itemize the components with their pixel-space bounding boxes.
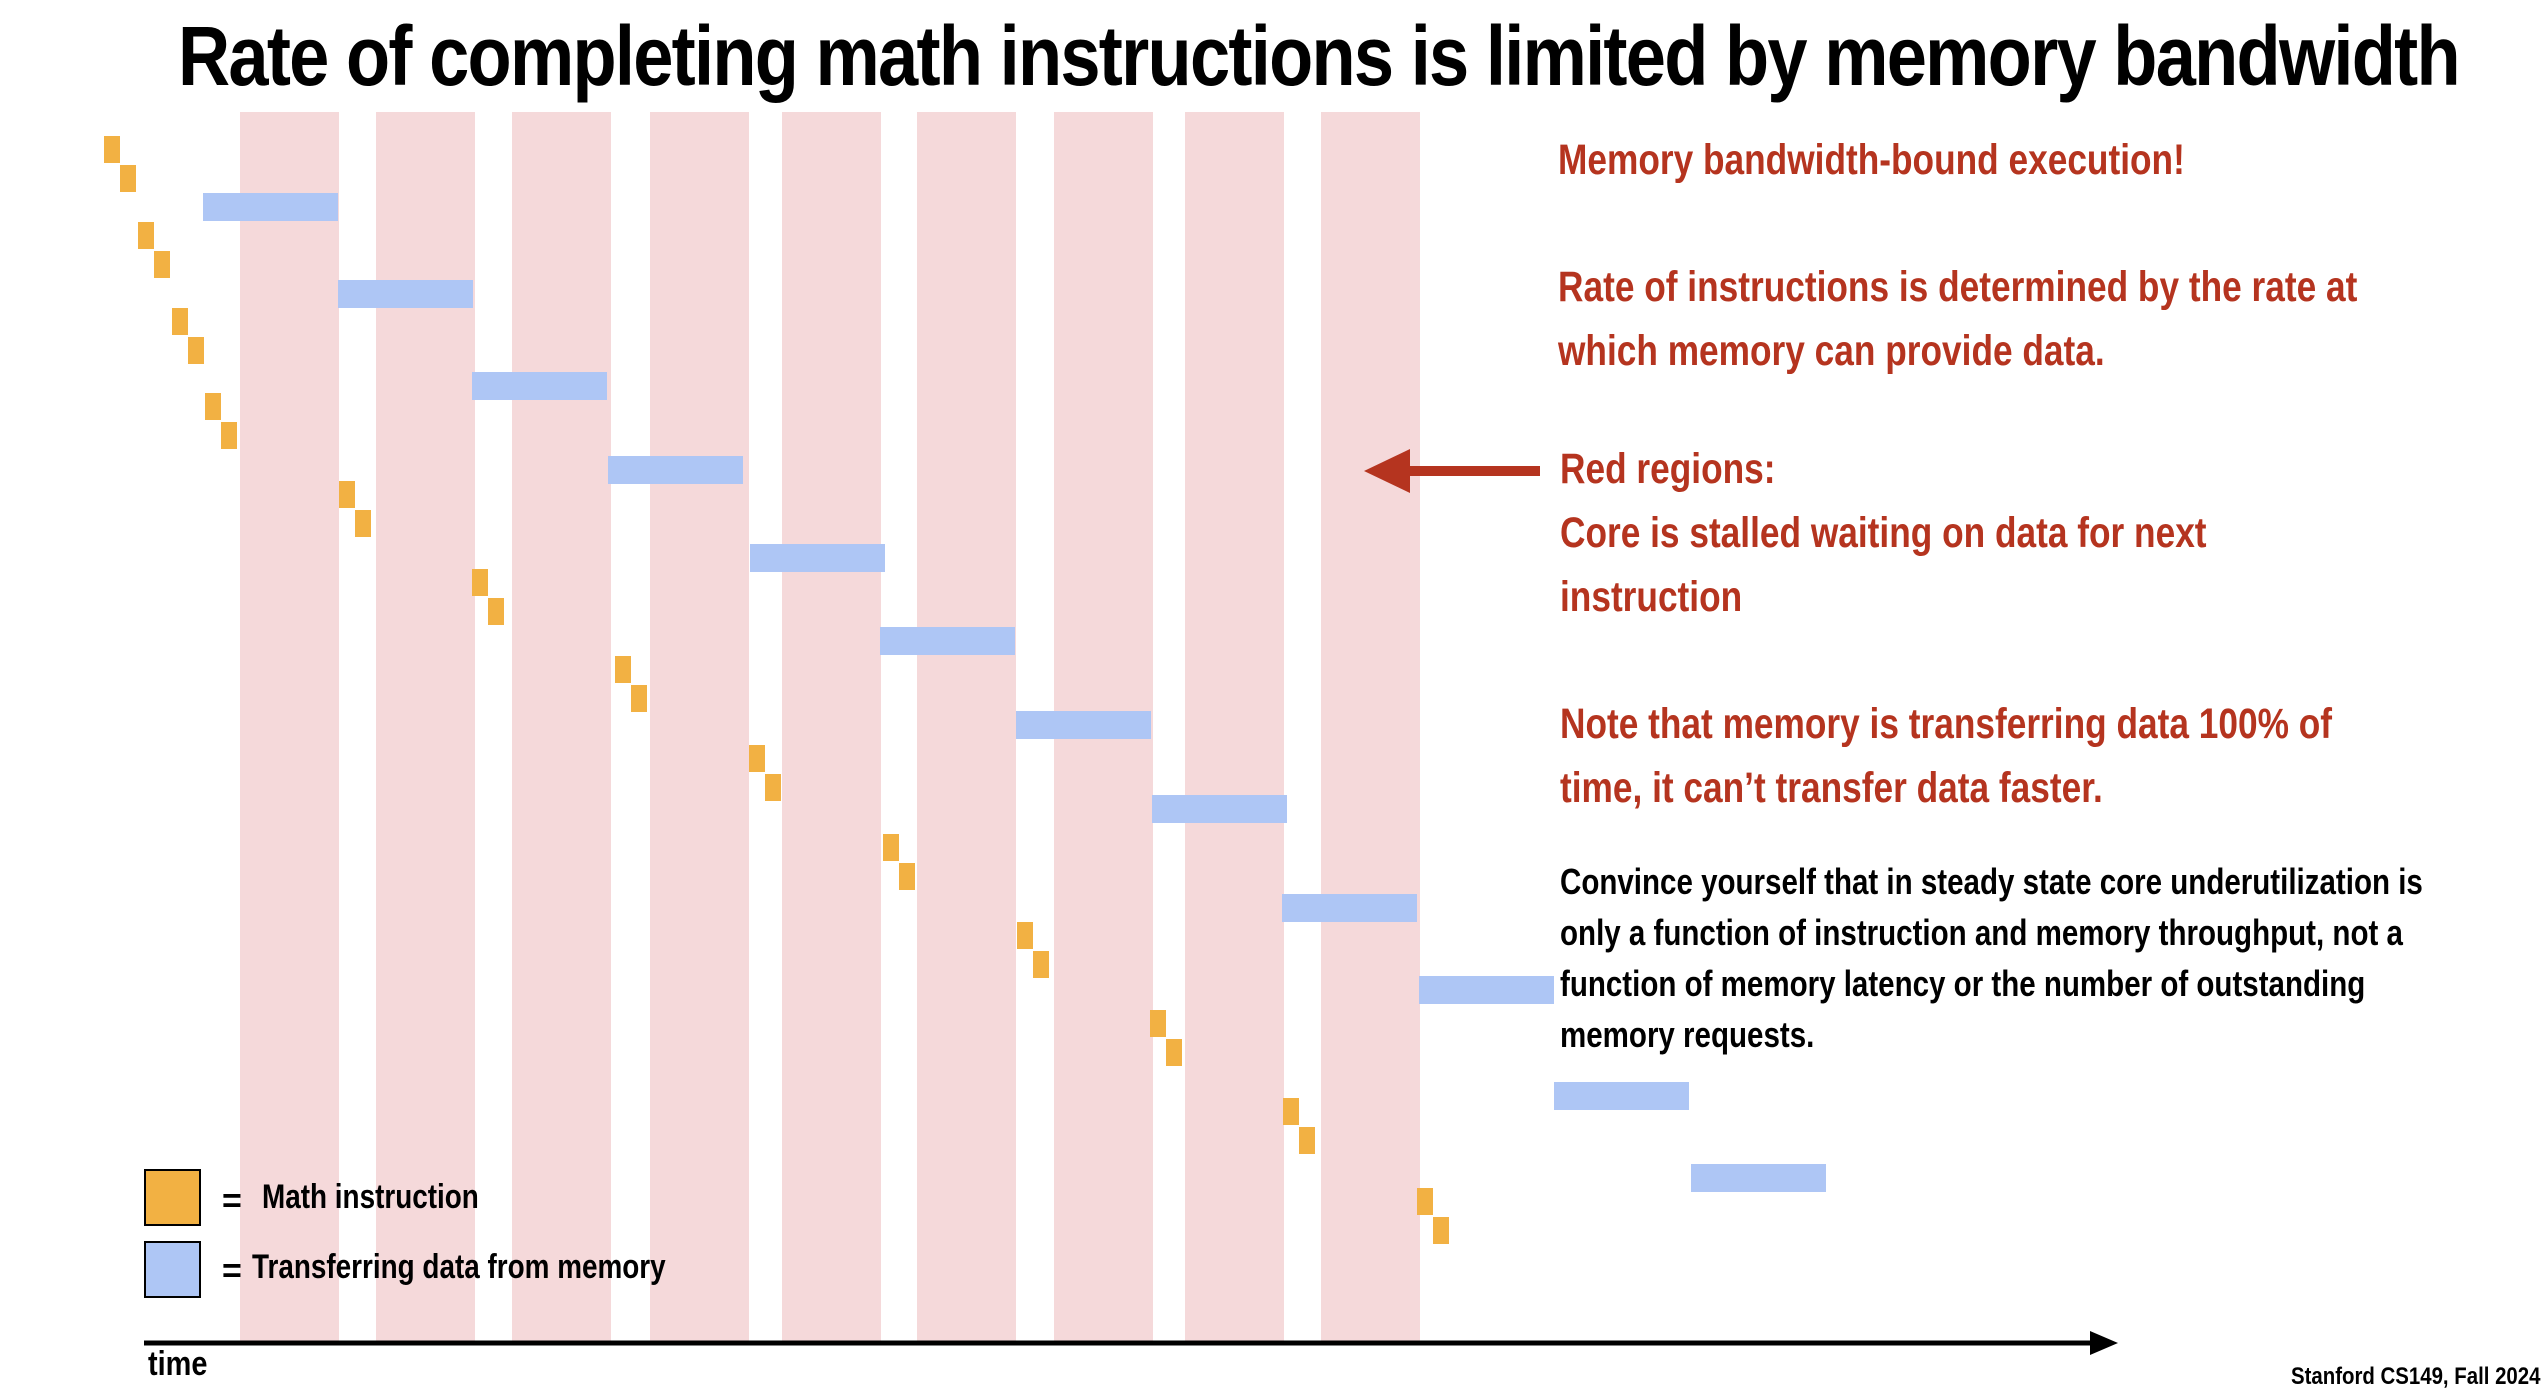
red-regions-label: Red regions: — [1560, 445, 1776, 493]
math-instruction-block — [1433, 1217, 1449, 1244]
math-instruction-block — [1017, 922, 1033, 949]
memory-transfer-bar — [1152, 795, 1287, 823]
math-instruction-block — [1283, 1098, 1299, 1125]
math-instruction-block — [104, 136, 120, 163]
math-instruction-block — [172, 308, 188, 335]
stall-region — [376, 112, 475, 1343]
footer-credit: Stanford CS149, Fall 2024 — [2290, 1363, 2540, 1390]
stall-regions — [240, 112, 1420, 1343]
math-instruction-block — [615, 656, 631, 683]
math-instruction-block — [1033, 951, 1049, 978]
math-instruction-block — [765, 774, 781, 801]
red-region-arrow — [1364, 449, 1540, 493]
rate-annotation-line1: Rate of instructions is determined by th… — [1558, 263, 2358, 311]
memory-transfer-bar — [203, 193, 338, 221]
memory-transfer-bar — [338, 280, 473, 308]
time-axis — [144, 1331, 2118, 1355]
memory-transfer-bar — [1282, 894, 1417, 922]
convince-line3: function of memory latency or the number… — [1560, 963, 2366, 1004]
stall-region — [917, 112, 1016, 1343]
math-instruction-block — [154, 251, 170, 278]
math-instruction-block — [339, 481, 355, 508]
time-axis-label: time — [148, 1345, 208, 1383]
math-instruction-block — [631, 685, 647, 712]
note-annotation-line2: time, it can’t transfer data faster. — [1560, 764, 2103, 812]
legend-memory-label: Transferring data from memory — [252, 1248, 666, 1286]
math-instruction-block — [221, 422, 237, 449]
math-instruction-block — [1417, 1188, 1433, 1215]
legend-math-swatch — [144, 1169, 201, 1226]
math-instruction-block — [883, 834, 899, 861]
memory-transfer-bar — [472, 372, 607, 400]
math-instruction-blocks — [104, 136, 1449, 1244]
convince-line4: memory requests. — [1560, 1014, 1815, 1055]
memory-transfer-bars — [203, 193, 1826, 1192]
legend-memory-equals: = — [222, 1252, 242, 1290]
math-instruction-block — [205, 393, 221, 420]
math-instruction-block — [749, 745, 765, 772]
note-annotation-line1: Note that memory is transferring data 10… — [1560, 700, 2333, 748]
math-instruction-block — [1166, 1039, 1182, 1066]
memory-transfer-bar — [1691, 1164, 1826, 1192]
convince-line2: only a function of instruction and memor… — [1560, 912, 2403, 953]
headline-annotation: Memory bandwidth-bound execution! — [1558, 136, 2185, 184]
math-instruction-block — [472, 569, 488, 596]
math-instruction-block — [120, 165, 136, 192]
memory-transfer-bar — [1419, 976, 1554, 1004]
math-instruction-block — [1150, 1010, 1166, 1037]
math-instruction-block — [899, 863, 915, 890]
stall-region — [1321, 112, 1420, 1343]
math-instruction-block — [1299, 1127, 1315, 1154]
stall-region — [240, 112, 339, 1343]
memory-transfer-bar — [1554, 1082, 1689, 1110]
stall-region — [782, 112, 881, 1343]
memory-transfer-bar — [1016, 711, 1151, 739]
math-instruction-block — [188, 337, 204, 364]
convince-line1: Convince yourself that in steady state c… — [1560, 861, 2423, 902]
stall-annotation-line1: Core is stalled waiting on data for next — [1560, 509, 2207, 557]
stall-annotation-line2: instruction — [1560, 573, 1743, 621]
stall-region — [1185, 112, 1284, 1343]
math-instruction-block — [138, 222, 154, 249]
math-instruction-block — [488, 598, 504, 625]
memory-transfer-bar — [750, 544, 885, 572]
legend-math-label: Math instruction — [262, 1178, 479, 1216]
stall-region — [650, 112, 749, 1343]
memory-transfer-bar — [880, 627, 1015, 655]
page-title: Rate of completing math instructions is … — [177, 9, 2461, 103]
legend-math-equals: = — [222, 1182, 242, 1220]
stall-region — [512, 112, 611, 1343]
memory-transfer-bar — [608, 456, 743, 484]
rate-annotation-line2: which memory can provide data. — [1558, 327, 2105, 375]
math-instruction-block — [355, 510, 371, 537]
legend-memory-swatch — [144, 1241, 201, 1298]
